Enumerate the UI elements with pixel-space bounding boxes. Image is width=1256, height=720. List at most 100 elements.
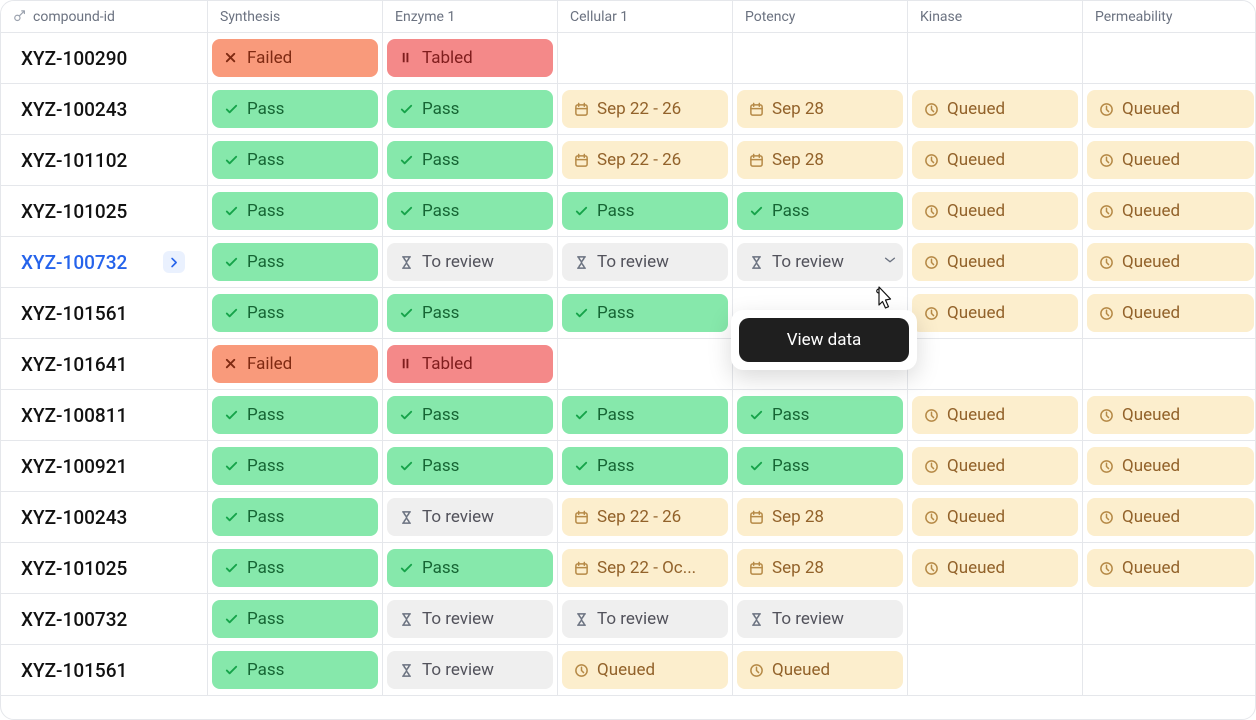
- status-cell[interactable]: Pass: [383, 288, 558, 339]
- status-cell[interactable]: Queued: [908, 543, 1083, 594]
- status-pill-sched[interactable]: Sep 28: [737, 141, 903, 179]
- compound-id-cell[interactable]: XYZ-101641: [1, 339, 208, 390]
- status-pill-queued[interactable]: Queued: [912, 498, 1078, 536]
- status-pill-review[interactable]: To review: [387, 243, 553, 281]
- status-pill-pass[interactable]: Pass: [212, 396, 378, 434]
- status-cell[interactable]: Pass: [208, 543, 383, 594]
- compound-id-cell[interactable]: XYZ-100243: [1, 492, 208, 543]
- status-pill-queued[interactable]: Queued: [912, 141, 1078, 179]
- compound-id-cell[interactable]: XYZ-101025: [1, 543, 208, 594]
- status-cell[interactable]: [908, 645, 1083, 696]
- status-cell[interactable]: To review: [383, 645, 558, 696]
- status-pill-pass[interactable]: Pass: [562, 192, 728, 230]
- status-cell[interactable]: Queued: [908, 84, 1083, 135]
- status-cell[interactable]: Pass: [383, 390, 558, 441]
- status-cell[interactable]: Pass: [733, 441, 908, 492]
- column-header-cellular1[interactable]: Cellular 1: [558, 1, 733, 33]
- status-pill-queued[interactable]: Queued: [1087, 498, 1254, 536]
- status-cell[interactable]: Sep 28: [733, 492, 908, 543]
- view-data-button[interactable]: View data: [739, 318, 909, 362]
- status-pill-sched[interactable]: Sep 28: [737, 549, 903, 587]
- status-cell[interactable]: Queued: [1083, 237, 1256, 288]
- status-cell[interactable]: Pass: [558, 186, 733, 237]
- status-cell[interactable]: Pass: [733, 390, 908, 441]
- compound-id-cell[interactable]: XYZ-100921: [1, 441, 208, 492]
- compound-id-cell[interactable]: XYZ-101025: [1, 186, 208, 237]
- status-pill-pass[interactable]: Pass: [387, 396, 553, 434]
- status-pill-sched[interactable]: Sep 22 - 26: [562, 90, 728, 128]
- status-cell[interactable]: Pass: [208, 237, 383, 288]
- status-cell[interactable]: To review: [383, 594, 558, 645]
- status-pill-queued[interactable]: Queued: [912, 549, 1078, 587]
- status-cell[interactable]: To review: [383, 237, 558, 288]
- status-pill-pass[interactable]: Pass: [737, 396, 903, 434]
- status-pill-queued[interactable]: Queued: [912, 192, 1078, 230]
- status-pill-pass[interactable]: Pass: [212, 243, 378, 281]
- status-cell[interactable]: Sep 22 - 26: [558, 492, 733, 543]
- chevron-down-icon[interactable]: [883, 252, 897, 272]
- status-cell[interactable]: Queued: [1083, 492, 1256, 543]
- status-cell[interactable]: [1083, 339, 1256, 390]
- status-pill-queued[interactable]: Queued: [1087, 141, 1254, 179]
- status-pill-queued[interactable]: Queued: [912, 447, 1078, 485]
- status-cell[interactable]: [908, 33, 1083, 84]
- status-cell[interactable]: [908, 339, 1083, 390]
- compound-id-cell[interactable]: XYZ-100290: [1, 33, 208, 84]
- status-cell[interactable]: Pass: [208, 441, 383, 492]
- status-pill-pass[interactable]: Pass: [212, 90, 378, 128]
- status-pill-queued[interactable]: Queued: [912, 243, 1078, 281]
- status-pill-review[interactable]: To review: [562, 600, 728, 638]
- status-cell[interactable]: Pass: [383, 135, 558, 186]
- status-cell[interactable]: Queued: [1083, 441, 1256, 492]
- status-cell[interactable]: Sep 22 - 26: [558, 84, 733, 135]
- column-header-synthesis[interactable]: Synthesis: [208, 1, 383, 33]
- status-cell[interactable]: Pass: [208, 645, 383, 696]
- status-pill-review[interactable]: To review: [387, 600, 553, 638]
- status-pill-queued[interactable]: Queued: [1087, 90, 1254, 128]
- status-cell[interactable]: To review: [383, 492, 558, 543]
- status-pill-pass[interactable]: Pass: [562, 294, 728, 332]
- status-cell[interactable]: Queued: [733, 645, 908, 696]
- status-pill-pass[interactable]: Pass: [212, 141, 378, 179]
- status-pill-queued[interactable]: Queued: [1087, 192, 1254, 230]
- column-header-id[interactable]: compound-id: [1, 1, 208, 33]
- status-cell[interactable]: Tabled: [383, 33, 558, 84]
- status-pill-queued[interactable]: Queued: [912, 396, 1078, 434]
- status-pill-pass[interactable]: Pass: [562, 447, 728, 485]
- status-cell[interactable]: Queued: [908, 441, 1083, 492]
- status-pill-pass[interactable]: Pass: [387, 447, 553, 485]
- status-cell[interactable]: Queued: [908, 186, 1083, 237]
- status-cell[interactable]: Tabled: [383, 339, 558, 390]
- status-cell[interactable]: [1083, 594, 1256, 645]
- status-pill-queued[interactable]: Queued: [912, 90, 1078, 128]
- status-cell[interactable]: Queued: [908, 492, 1083, 543]
- status-pill-review[interactable]: To review: [387, 498, 553, 536]
- status-pill-pass[interactable]: Pass: [562, 396, 728, 434]
- status-cell[interactable]: Queued: [908, 288, 1083, 339]
- compound-id-cell[interactable]: XYZ-101561: [1, 645, 208, 696]
- status-cell[interactable]: Pass: [383, 441, 558, 492]
- status-pill-pass[interactable]: Pass: [737, 192, 903, 230]
- status-pill-review[interactable]: To review: [737, 243, 903, 281]
- status-cell[interactable]: Queued: [1083, 186, 1256, 237]
- status-cell[interactable]: Queued: [1083, 135, 1256, 186]
- status-cell[interactable]: To review: [733, 594, 908, 645]
- status-cell[interactable]: Pass: [208, 288, 383, 339]
- status-cell[interactable]: Queued: [558, 645, 733, 696]
- compound-id-cell[interactable]: XYZ-100243: [1, 84, 208, 135]
- status-cell[interactable]: [558, 339, 733, 390]
- status-pill-failed[interactable]: Failed: [212, 345, 378, 383]
- status-pill-pass[interactable]: Pass: [212, 294, 378, 332]
- status-cell[interactable]: [908, 594, 1083, 645]
- status-pill-pass[interactable]: Pass: [212, 651, 378, 689]
- status-cell[interactable]: Pass: [383, 543, 558, 594]
- status-pill-failed[interactable]: Failed: [212, 39, 378, 77]
- status-cell[interactable]: Pass: [383, 186, 558, 237]
- status-cell[interactable]: Pass: [208, 390, 383, 441]
- status-cell[interactable]: Sep 28: [733, 543, 908, 594]
- status-pill-queued[interactable]: Queued: [1087, 243, 1254, 281]
- status-pill-pass[interactable]: Pass: [212, 192, 378, 230]
- status-cell[interactable]: Queued: [1083, 84, 1256, 135]
- status-cell[interactable]: Pass: [558, 390, 733, 441]
- status-cell[interactable]: To review: [558, 594, 733, 645]
